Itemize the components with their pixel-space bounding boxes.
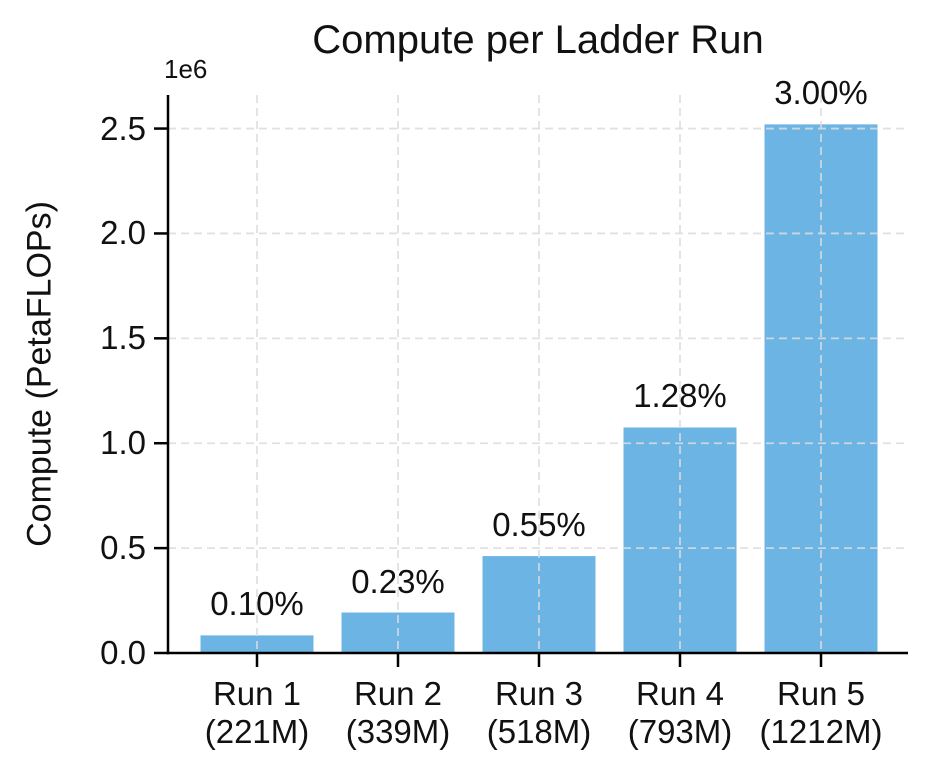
run-name: Run 3: [494, 675, 584, 712]
x-tick-label-run-3: Run 3 (518M): [449, 675, 629, 751]
y-tick-label: 1.5: [100, 319, 146, 357]
run-params: (793M): [627, 713, 733, 750]
bar-value-label-run-3: 0.55%: [492, 506, 586, 544]
y-tick-label: 2.5: [100, 109, 146, 147]
run-name: Run 1: [212, 675, 302, 712]
x-tick-label-run-5: Run 5 (1212M): [731, 675, 911, 751]
bar-value-label-run-1: 0.10%: [210, 585, 304, 623]
y-tick-label: 0.5: [100, 529, 146, 567]
y-axis-offset-label: 1e6: [164, 54, 208, 84]
run-name: Run 5: [776, 675, 866, 712]
run-params: (221M): [204, 713, 310, 750]
run-name: Run 4: [635, 675, 725, 712]
bar-value-label-run-4: 1.28%: [633, 377, 727, 415]
x-tick-label-run-4: Run 4 (793M): [590, 675, 770, 751]
x-tick-label-run-1: Run 1 (221M): [167, 675, 347, 751]
chart-title: Compute per Ladder Run: [312, 18, 764, 62]
y-tick-label: 2.0: [100, 214, 146, 252]
bar-value-label-run-2: 0.23%: [351, 562, 445, 600]
bar-value-label-run-5: 3.00%: [774, 74, 868, 112]
x-tick-label-run-2: Run 2 (339M): [308, 675, 488, 751]
run-params: (518M): [486, 713, 592, 750]
run-name: Run 2: [353, 675, 443, 712]
run-params: (339M): [345, 713, 451, 750]
y-tick-label: 0.0: [100, 634, 146, 671]
y-tick-label: 1.0: [100, 424, 146, 462]
run-params: (1212M): [759, 713, 883, 750]
